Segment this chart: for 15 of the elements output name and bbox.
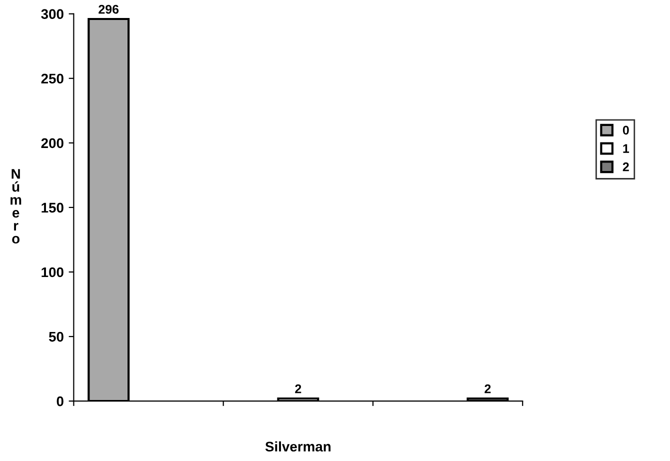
y-tick-label: 50: [48, 332, 64, 342]
y-axis-title: Número: [10, 169, 22, 244]
legend-label: 0: [622, 126, 629, 135]
y-tick-label: 150: [42, 202, 64, 213]
data-label: 2: [484, 384, 491, 394]
data-label: 296: [98, 4, 119, 14]
y-tick-label: 0: [56, 396, 64, 406]
y-tick-label: 100: [42, 267, 64, 278]
data-label: 2: [295, 384, 302, 394]
legend-label: 2: [622, 162, 629, 172]
x-axis-title: Silverman: [265, 441, 330, 452]
y-tick-label: 200: [41, 138, 64, 148]
y-tick-label: 250: [41, 74, 64, 84]
y-tick-label: 300: [41, 9, 64, 20]
legend-label: 1: [623, 144, 630, 153]
